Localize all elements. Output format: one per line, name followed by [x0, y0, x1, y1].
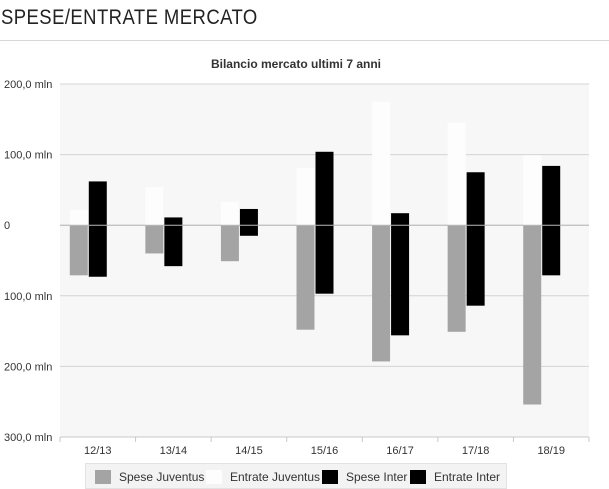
bar-entrate-inter[interactable] — [315, 151, 334, 226]
bar-spese-juventus[interactable] — [296, 225, 315, 330]
y-tick-label: 200,0 mln — [4, 79, 52, 91]
x-tick-label: 13/14 — [160, 445, 188, 457]
legend: Spese Juventus Entrate Juventus Spese In… — [85, 463, 507, 489]
y-tick-label: 200,0 mln — [4, 361, 52, 373]
legend-label: Entrate Inter — [434, 470, 501, 484]
y-tick-label: 300,0 mln — [4, 432, 52, 444]
bar-spese-inter[interactable] — [315, 225, 334, 294]
legend-item-entrate-juventus[interactable]: Entrate Juventus — [206, 469, 320, 485]
bar-spese-juventus[interactable] — [523, 225, 542, 405]
legend-swatch — [322, 470, 338, 484]
legend-item-spese-inter[interactable]: Spese Inter — [322, 469, 407, 485]
bar-entrate-inter[interactable] — [239, 208, 258, 226]
legend-swatch — [410, 470, 426, 484]
bar-spese-inter[interactable] — [542, 225, 561, 276]
legend-item-spese-juventus[interactable]: Spese Juventus — [95, 469, 204, 485]
x-tick-label: 15/16 — [311, 445, 339, 457]
legend-label: Entrate Juventus — [230, 470, 321, 484]
x-tick-label: 14/15 — [235, 445, 263, 457]
legend-label: Spese Juventus — [119, 470, 205, 484]
chart-title: Bilancio mercato ultimi 7 anni — [211, 57, 381, 71]
bar-spese-inter[interactable] — [164, 225, 183, 267]
x-tick-label: 18/19 — [537, 445, 565, 457]
market-balance-chart: Bilancio mercato ultimi 7 anni 200,0 mln… — [4, 57, 590, 457]
y-tick-label: 0 — [4, 220, 10, 232]
bar-spese-inter[interactable] — [239, 225, 258, 236]
bar-entrate-inter[interactable] — [466, 172, 485, 226]
x-tick-label: 17/18 — [462, 445, 490, 457]
bars — [60, 101, 589, 405]
bar-spese-juventus[interactable] — [447, 225, 466, 332]
bar-entrate-juventus[interactable] — [69, 209, 88, 226]
bar-entrate-juventus[interactable] — [220, 201, 239, 226]
bar-spese-juventus[interactable] — [220, 225, 239, 262]
legend-label: Spese Inter — [346, 470, 408, 484]
x-axis: 12/13 13/14 14/15 15/16 16/17 17/18 18/19 — [59, 437, 590, 457]
y-tick-label: 100,0 mln — [4, 291, 52, 303]
bar-spese-inter[interactable] — [88, 225, 107, 277]
bar-spese-inter[interactable] — [466, 225, 485, 306]
bar-spese-juventus[interactable] — [372, 225, 391, 362]
bar-entrate-juventus[interactable] — [372, 101, 391, 226]
bar-spese-juventus[interactable] — [145, 225, 164, 254]
bar-entrate-inter[interactable] — [164, 217, 183, 226]
page-title: SPESE/ENTRATE MERCATO — [1, 6, 258, 29]
bar-spese-juventus[interactable] — [69, 225, 88, 276]
y-axis: 200,0 mln 100,0 mln 0 100,0 mln 200,0 mln 300… — [4, 79, 52, 444]
bar-entrate-juventus[interactable] — [296, 168, 315, 226]
legend-swatch — [206, 470, 222, 484]
legend-swatch — [95, 470, 111, 484]
bar-entrate-juventus[interactable] — [447, 122, 466, 226]
x-tick-label: 12/13 — [84, 445, 112, 457]
bar-entrate-inter[interactable] — [391, 213, 410, 226]
y-tick-label: 100,0 mln — [4, 150, 52, 162]
legend-item-entrate-inter[interactable]: Entrate Inter — [410, 469, 500, 485]
bar-entrate-juventus[interactable] — [145, 187, 164, 226]
bar-entrate-inter[interactable] — [88, 181, 107, 226]
x-tick-label: 16/17 — [386, 445, 414, 457]
bar-entrate-juventus[interactable] — [523, 155, 542, 226]
page-header: SPESE/ENTRATE MERCATO — [0, 0, 609, 41]
bar-entrate-inter[interactable] — [542, 165, 561, 226]
bar-spese-inter[interactable] — [391, 225, 410, 336]
